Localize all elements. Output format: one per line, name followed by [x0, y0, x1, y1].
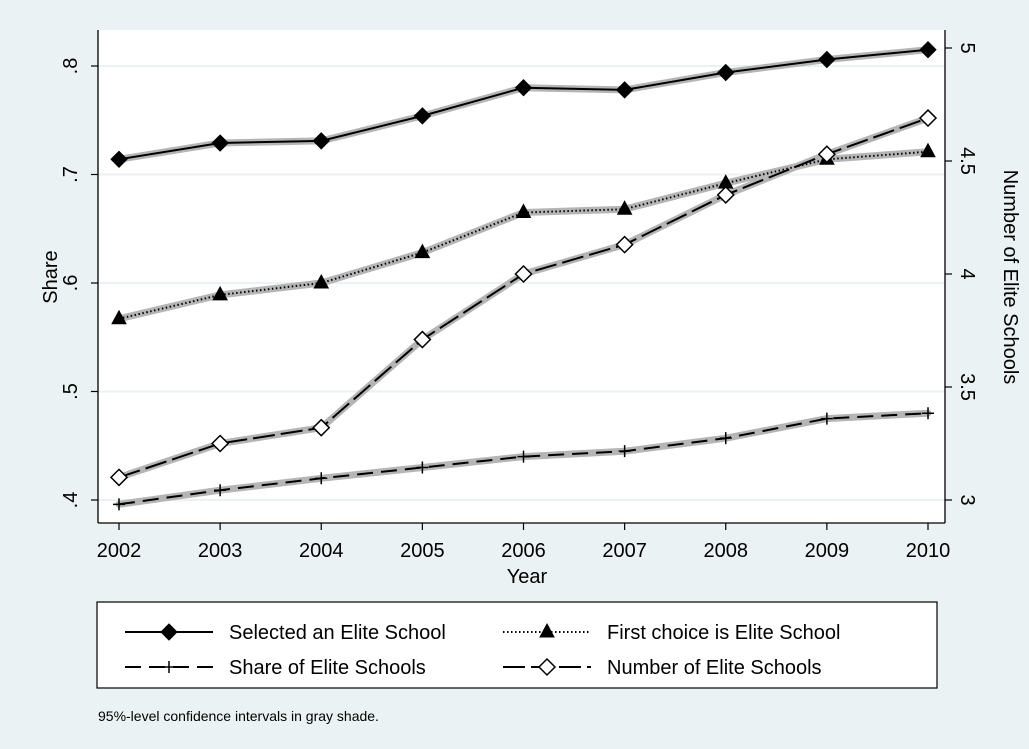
- x-tick-label: 2005: [400, 540, 445, 562]
- legend-marker: [539, 622, 555, 638]
- data-point: [214, 484, 227, 497]
- data-point: [414, 243, 431, 259]
- y2-axis-title: Number of Elite Schools: [999, 170, 1021, 385]
- data-point: [111, 309, 127, 325]
- legend-marker: [537, 657, 557, 677]
- x-axis-title: Year: [507, 566, 548, 588]
- legend-entry: First choice is Elite School: [503, 622, 840, 644]
- data-point: [719, 432, 732, 445]
- data-point: [313, 273, 330, 289]
- x-tick-label: 2003: [198, 540, 243, 562]
- data-point: [416, 461, 429, 474]
- y-axis-title: Share: [40, 250, 62, 303]
- y-tick-label: .8: [60, 58, 82, 75]
- legend-entries: Selected an Elite School First choice is …: [125, 622, 840, 679]
- data-point: [716, 185, 735, 204]
- data-point: [820, 412, 833, 425]
- legend-marker: [160, 623, 178, 641]
- legend-marker: [163, 661, 175, 673]
- y-tick-label: .4: [60, 492, 82, 509]
- x-tick-label: 2009: [805, 540, 850, 562]
- legend-entry: Share of Elite Schools: [125, 657, 426, 679]
- legend-label: First choice is Elite School: [607, 622, 840, 644]
- x-tick-label: 2006: [501, 540, 546, 562]
- data-point: [919, 41, 937, 59]
- data-point: [212, 285, 228, 301]
- data-point: [312, 418, 331, 437]
- legend-label: Number of Elite Schools: [607, 657, 822, 679]
- data-point: [315, 472, 328, 485]
- grid-layer: [98, 65, 945, 501]
- data-point: [618, 445, 631, 458]
- data-point: [922, 407, 934, 420]
- axes-layer: .4 .5 .6 .7 .8 3 3.5 4 4.5 5 2002 2003 2004 2005 2006 2…: [60, 30, 978, 562]
- data-point: [110, 150, 128, 169]
- y-tick-label: .7: [60, 166, 82, 183]
- y2-tick-label: 3: [956, 494, 978, 505]
- data-point: [615, 81, 634, 99]
- data-point: [817, 145, 836, 164]
- data-point: [211, 434, 230, 453]
- data-point: [312, 132, 330, 150]
- data-point: [413, 107, 432, 125]
- legend-label: Selected an Elite School: [229, 622, 446, 644]
- y-tick-label: .6: [60, 275, 82, 292]
- y2-tick-label: 4: [956, 268, 978, 279]
- legend-entry: Number of Elite Schools: [503, 657, 822, 679]
- data-point: [514, 264, 533, 284]
- legend-label: Share of Elite Schools: [229, 657, 426, 679]
- data-point: [211, 134, 229, 152]
- legend: [96, 601, 938, 689]
- data-point: [514, 78, 533, 97]
- y2-tick-label: 3.5: [956, 373, 978, 401]
- data-point: [517, 450, 530, 463]
- data-point: [918, 108, 938, 128]
- data-point: [109, 468, 129, 487]
- data-point: [413, 330, 432, 349]
- legend-entry: Selected an Elite School: [125, 622, 446, 644]
- data-point: [717, 63, 735, 82]
- chart-note: 95%-level confidence intervals in gray s…: [98, 708, 379, 724]
- x-tick-label: 2010: [906, 540, 951, 562]
- x-tick-label: 2007: [602, 540, 647, 562]
- y-tick-label: .5: [60, 383, 82, 400]
- series-line: [118, 412, 929, 506]
- x-tick-label: 2002: [97, 540, 142, 562]
- data-point: [615, 235, 634, 254]
- data-point: [920, 142, 936, 158]
- data-point: [818, 50, 836, 69]
- y2-tick-label: 4.5: [956, 147, 978, 175]
- data-point: [616, 200, 633, 215]
- data-point: [515, 203, 532, 218]
- markers-layer: [109, 41, 938, 511]
- x-tick-label: 2004: [299, 540, 344, 562]
- y2-tick-label: 5: [956, 42, 978, 53]
- x-tick-label: 2008: [704, 540, 749, 562]
- data-point: [113, 498, 125, 511]
